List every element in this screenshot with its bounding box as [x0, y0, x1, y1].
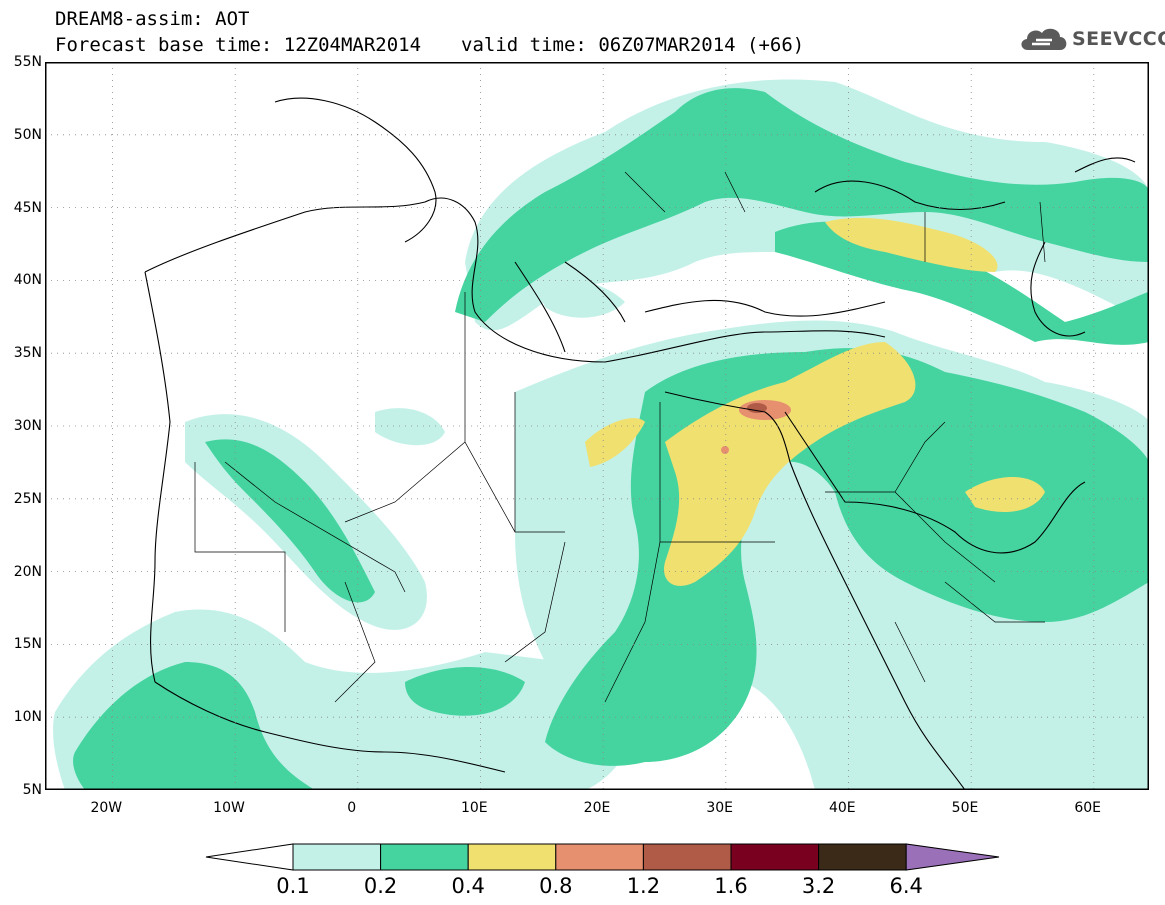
colorbar-under-arrow — [205, 843, 294, 871]
lat-tick-label: 35N — [13, 345, 42, 362]
lon-tick-label: 30E — [706, 800, 733, 816]
lon-tick-label: 40E — [828, 800, 856, 816]
graticule — [45, 62, 1149, 790]
lon-tick-label: 20E — [583, 800, 611, 816]
lon-tick-label: 50E — [951, 800, 979, 816]
colorbar-bin — [730, 843, 820, 871]
valid-time: valid time: 06Z07MAR2014 (+66) — [461, 34, 805, 56]
map-frame — [45, 62, 1149, 790]
logo-text: SEEVCCC — [1072, 28, 1165, 50]
aot-peak-fields — [721, 400, 791, 454]
colorbar — [205, 842, 1000, 872]
colorbar-label: 0.8 — [539, 874, 573, 898]
colorbar-bin — [555, 843, 644, 871]
lon-tick-label: 20W — [90, 800, 123, 816]
lat-tick-label: 25N — [13, 490, 42, 507]
colorbar-label: 6.4 — [889, 874, 923, 898]
coastlines — [144, 97, 1136, 790]
colorbar-label: 0.4 — [451, 874, 485, 898]
lat-tick-label: 50N — [13, 126, 42, 143]
colorbar-bin — [818, 843, 907, 871]
colorbar-bin — [292, 843, 382, 871]
lat-tick-label: 5N — [22, 782, 42, 798]
colorbar-bin — [467, 843, 557, 871]
colorbar-label: 1.2 — [626, 874, 661, 898]
colorbar-bin — [642, 843, 732, 871]
colorbar-over-arrow — [905, 843, 1000, 871]
borders — [194, 171, 1046, 703]
lat-tick-label: 10N — [13, 709, 42, 726]
seevccc-logo: SEEVCCC — [1018, 22, 1165, 56]
colorbar-label: 1.6 — [714, 874, 748, 898]
colorbar-bin — [380, 843, 469, 871]
lat-tick-label: 40N — [13, 272, 42, 289]
aot-high-fields — [585, 217, 1045, 586]
map-title: DREAM8-assim: AOT — [55, 8, 250, 30]
lat-tick-label: 20N — [13, 563, 42, 580]
lon-tick-label: 60E — [1074, 800, 1101, 816]
colorbar-label: 0.1 — [276, 874, 310, 898]
lat-tick-label: 30N — [13, 418, 42, 434]
lat-tick-label: 15N — [13, 636, 42, 653]
lon-tick-label: 10W — [213, 800, 245, 816]
lon-tick-label: 0 — [347, 800, 357, 816]
lon-tick-label: 10E — [460, 800, 488, 816]
lat-tick-label: 55N — [13, 54, 42, 70]
base-time: Forecast base time: 12Z04MAR2014 — [55, 34, 422, 56]
colorbar-label: 0.2 — [363, 874, 398, 898]
cloud-icon — [1021, 28, 1067, 50]
colorbar-label: 3.2 — [801, 874, 836, 898]
aot-map — [45, 62, 1149, 790]
lat-tick-label: 45N — [13, 199, 42, 216]
forecast-times: Forecast base time: 12Z04MAR2014 valid ti… — [55, 34, 804, 56]
